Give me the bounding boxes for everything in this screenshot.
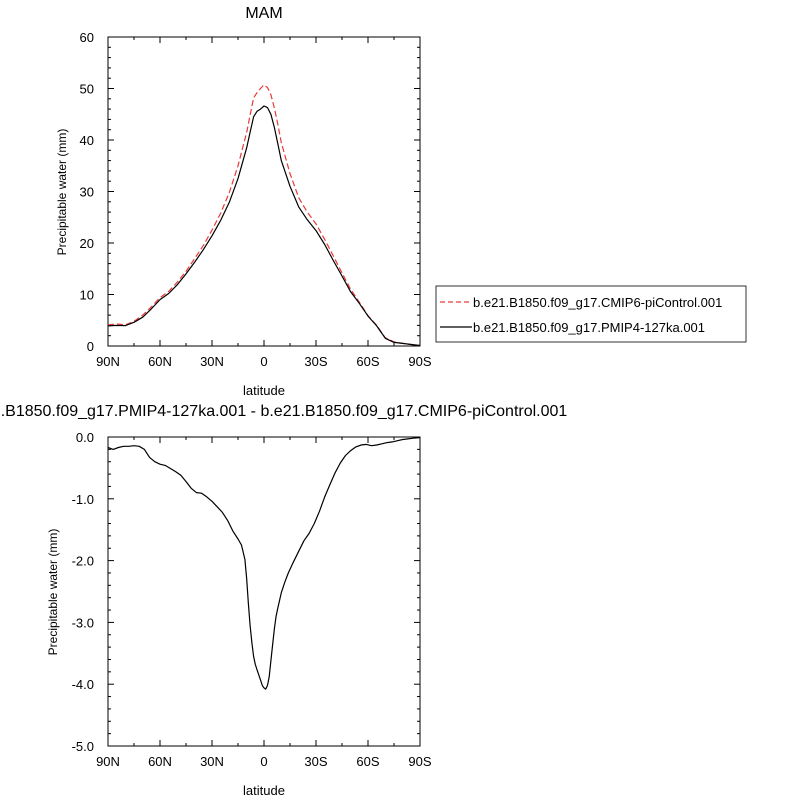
- top-axes: 90N 60N 30N 0 30S 60S 90S 0 10 20 30 40 50 60: [80, 30, 432, 369]
- legend-box: [435, 285, 747, 343]
- y-tick-label: -3.0: [72, 615, 94, 630]
- bottom-series-line-0: [107, 437, 421, 690]
- x-axis-label: latitude: [243, 383, 285, 398]
- difference-chart-title: b.e21.B1850.f09_g17.PMIP4-127ka.001 - b.…: [0, 403, 567, 420]
- bottom-plot-frame: [107, 436, 421, 747]
- y-tick-label: 40: [80, 133, 94, 148]
- top-series: [107, 84, 421, 347]
- x-axis-label: latitude: [243, 783, 285, 798]
- y-tick-label: 0: [87, 339, 94, 354]
- y-tick-label: -5.0: [72, 739, 94, 754]
- x-tick-label: 90N: [96, 754, 120, 769]
- bottom-series: [107, 437, 421, 690]
- panel-top-chart: MAM 90N 60N 30N 0 30S 60S 90S 0 10 20 30 40 50 60 lat…: [55, 5, 432, 398]
- x-tick-label: 30N: [200, 754, 224, 769]
- y-tick-label: 60: [80, 30, 94, 45]
- top-plot-frame: [107, 36, 421, 347]
- y-tick-label: 50: [80, 82, 94, 97]
- x-tick-label: 60N: [148, 754, 172, 769]
- y-axis-label: Precipitable water (mm): [46, 529, 60, 656]
- chart-title: MAM: [245, 5, 282, 22]
- top-series-line-0: [107, 84, 421, 347]
- x-tick-label: 90S: [408, 754, 431, 769]
- x-tick-label: 90S: [408, 354, 431, 369]
- x-tick-label: 60S: [356, 754, 379, 769]
- y-tick-label: -4.0: [72, 677, 94, 692]
- x-tick-label: 60N: [148, 354, 172, 369]
- legend-entry-127ka: b.e21.B1850.f09_g17.PMIP4-127ka.001: [473, 320, 705, 335]
- x-tick-label: 0: [260, 754, 267, 769]
- y-tick-label: 20: [80, 236, 94, 251]
- bottom-axes: 90N 60N 30N 0 30S 60S 90S 0.0 -1.0 -2.0 -3.0 -4.0 -5…: [72, 430, 432, 769]
- legend-entry-picontrol: b.e21.B1850.f09_g17.CMIP6-piControl.001: [473, 295, 722, 310]
- x-tick-label: 30S: [304, 354, 327, 369]
- y-tick-label: 10: [80, 288, 94, 303]
- y-axis-label: Precipitable water (mm): [55, 129, 69, 256]
- y-tick-label: 0.0: [76, 430, 94, 445]
- x-tick-label: 60S: [356, 354, 379, 369]
- y-tick-label: -1.0: [72, 492, 94, 507]
- y-tick-label: 30: [80, 185, 94, 200]
- legend: b.e21.B1850.f09_g17.CMIP6-piControl.001 …: [435, 285, 747, 343]
- x-tick-label: 0: [260, 354, 267, 369]
- x-tick-label: 30S: [304, 754, 327, 769]
- x-tick-label: 30N: [200, 354, 224, 369]
- x-tick-label: 90N: [96, 354, 120, 369]
- panel-bottom-chart: b.e21.B1850.f09_g17.PMIP4-127ka.001 - b.…: [0, 403, 567, 798]
- y-tick-label: -2.0: [72, 554, 94, 569]
- top-series-line-1: [107, 105, 421, 347]
